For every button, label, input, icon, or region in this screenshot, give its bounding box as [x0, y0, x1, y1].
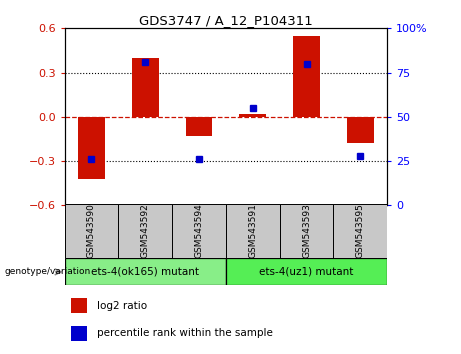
Bar: [172, 204, 226, 258]
Bar: [347, 117, 374, 143]
Bar: [333, 204, 387, 258]
Bar: [239, 114, 266, 117]
Bar: [65, 258, 226, 285]
Text: ets-4(ok165) mutant: ets-4(ok165) mutant: [91, 267, 199, 277]
Bar: [71, 326, 87, 341]
Text: ets-4(uz1) mutant: ets-4(uz1) mutant: [260, 267, 354, 277]
Title: GDS3747 / A_12_P104311: GDS3747 / A_12_P104311: [139, 14, 313, 27]
Text: GSM543591: GSM543591: [248, 204, 257, 258]
Bar: [226, 204, 280, 258]
Text: GSM543594: GSM543594: [195, 204, 203, 258]
Bar: [280, 204, 333, 258]
Bar: [226, 258, 387, 285]
Bar: [65, 204, 118, 258]
Text: GSM543592: GSM543592: [141, 204, 150, 258]
Text: GSM543595: GSM543595: [356, 204, 365, 258]
Text: GSM543590: GSM543590: [87, 204, 96, 258]
Text: genotype/variation: genotype/variation: [5, 267, 91, 276]
Text: GSM543593: GSM543593: [302, 204, 311, 258]
Bar: [118, 204, 172, 258]
Bar: [293, 36, 320, 117]
Bar: [78, 117, 105, 179]
Bar: [132, 58, 159, 117]
Bar: [71, 298, 87, 313]
Text: percentile rank within the sample: percentile rank within the sample: [97, 328, 273, 338]
Bar: [185, 117, 213, 136]
Text: log2 ratio: log2 ratio: [97, 301, 147, 311]
